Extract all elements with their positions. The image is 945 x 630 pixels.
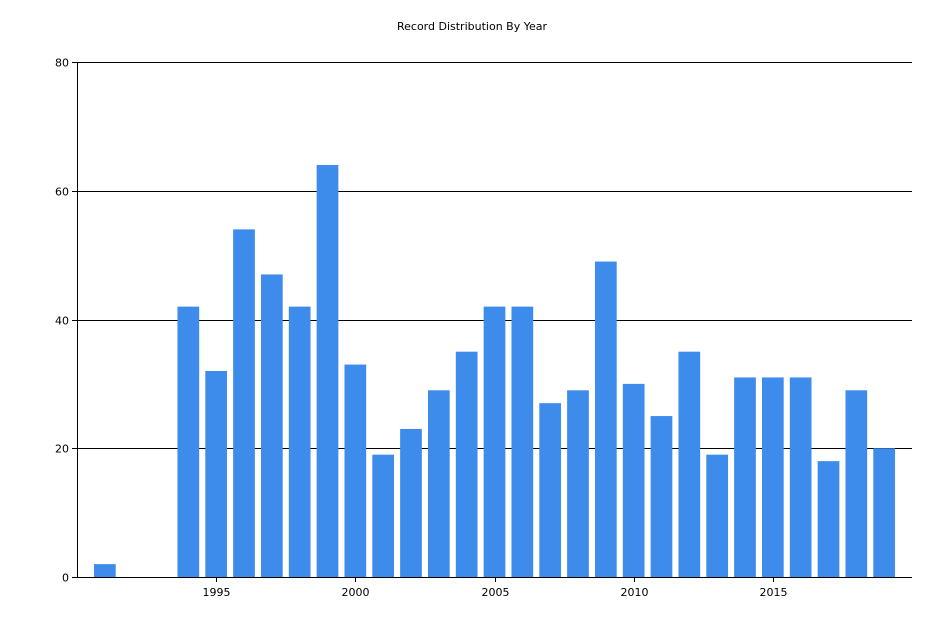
bar-2000	[344, 364, 367, 577]
bar-2018	[845, 390, 868, 577]
bar-2007	[539, 403, 562, 577]
x-axis-ticks: 1995 2000 2005 2010 2015	[203, 577, 788, 599]
bar-1994	[177, 306, 200, 578]
bar-2010	[622, 383, 645, 578]
bar-2019	[873, 448, 896, 577]
bar-2016	[789, 377, 812, 577]
y-tick-label-40: 40	[55, 315, 69, 328]
y-tick-label-60: 60	[55, 186, 69, 199]
x-tick-label-2005: 2005	[482, 586, 510, 599]
bar-1996	[233, 229, 255, 578]
x-tick-label-2010: 2010	[621, 586, 649, 599]
bar-2009	[594, 261, 617, 577]
bar-2003	[427, 390, 450, 577]
y-tick-label-80: 80	[55, 57, 69, 70]
chart-title: Record Distribution By Year	[397, 20, 547, 33]
bar-1991	[93, 564, 116, 578]
y-tick-label-0: 0	[62, 572, 69, 585]
x-tick-label-2000: 2000	[342, 586, 370, 599]
bar-2012	[678, 351, 701, 577]
x-tick-label-2015: 2015	[760, 586, 788, 599]
bar-2013	[706, 454, 729, 577]
bar-1997	[260, 274, 283, 577]
bar-2004	[455, 351, 478, 577]
y-axis-ticks: 0 20 40 60 80	[55, 57, 77, 585]
bar-2005	[483, 306, 506, 578]
y-tick-label-20: 20	[55, 443, 69, 456]
bar-2011	[650, 416, 673, 577]
x-tick-label-1995: 1995	[203, 586, 231, 599]
bar-2002	[400, 428, 422, 577]
bar-2006	[511, 306, 534, 578]
bar-2008	[567, 390, 589, 577]
bar-2017	[817, 461, 840, 578]
bar-2015	[761, 377, 784, 577]
bar-1999	[316, 165, 339, 577]
bar-1998	[288, 306, 311, 578]
bar-1995	[205, 371, 228, 577]
bars	[93, 165, 896, 578]
bar-2014	[734, 377, 756, 577]
bar-2001	[372, 454, 395, 577]
